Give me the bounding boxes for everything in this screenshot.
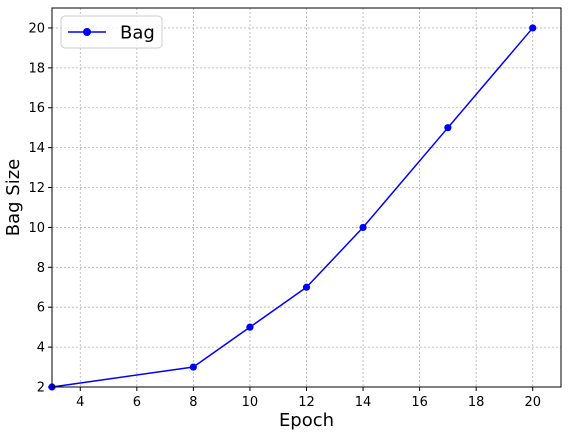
x-tick-label: 16: [411, 395, 428, 410]
data-point-marker: [302, 283, 311, 291]
legend-marker-swatch: [83, 28, 91, 36]
y-tick-label: 20: [28, 21, 45, 36]
x-tick-label: 18: [468, 395, 485, 410]
axis-ticks: 4 6 8 10 12 14 16 18 20 2 4 6 8 10 12 14 16 18 20: [28, 21, 541, 410]
x-tick-label: 8: [189, 395, 197, 410]
x-tick-label: 12: [298, 395, 315, 410]
y-tick-label: 10: [28, 221, 45, 236]
legend-box: [60, 15, 163, 49]
x-tick-label: 4: [76, 395, 84, 410]
y-tick-label: 4: [37, 341, 45, 356]
y-tick-label: 8: [37, 261, 45, 276]
data-point-marker: [246, 323, 254, 331]
x-axis-label: Epoch: [279, 410, 334, 431]
data-point-marker: [189, 363, 197, 371]
legend: Bag: [60, 15, 163, 49]
legend-label: Bag: [120, 23, 155, 44]
y-tick-label: 18: [28, 61, 45, 76]
y-tick-label: 16: [28, 101, 45, 116]
y-tick-label: 12: [28, 181, 45, 196]
data-point-marker: [529, 24, 537, 32]
x-tick-label: 6: [133, 395, 141, 410]
x-tick-label: 20: [524, 395, 541, 410]
y-tick-label: 14: [28, 141, 45, 156]
data-point-marker: [359, 223, 367, 232]
y-tick-label: 6: [37, 301, 45, 316]
data-point-marker: [444, 124, 452, 132]
y-tick-label: 2: [37, 381, 45, 396]
series-layer: [48, 24, 537, 391]
plot-frame: [51, 7, 562, 388]
x-tick-label: 10: [242, 395, 259, 410]
x-tick-label: 14: [355, 395, 372, 410]
y-axis-label: Bag Size: [3, 159, 24, 236]
